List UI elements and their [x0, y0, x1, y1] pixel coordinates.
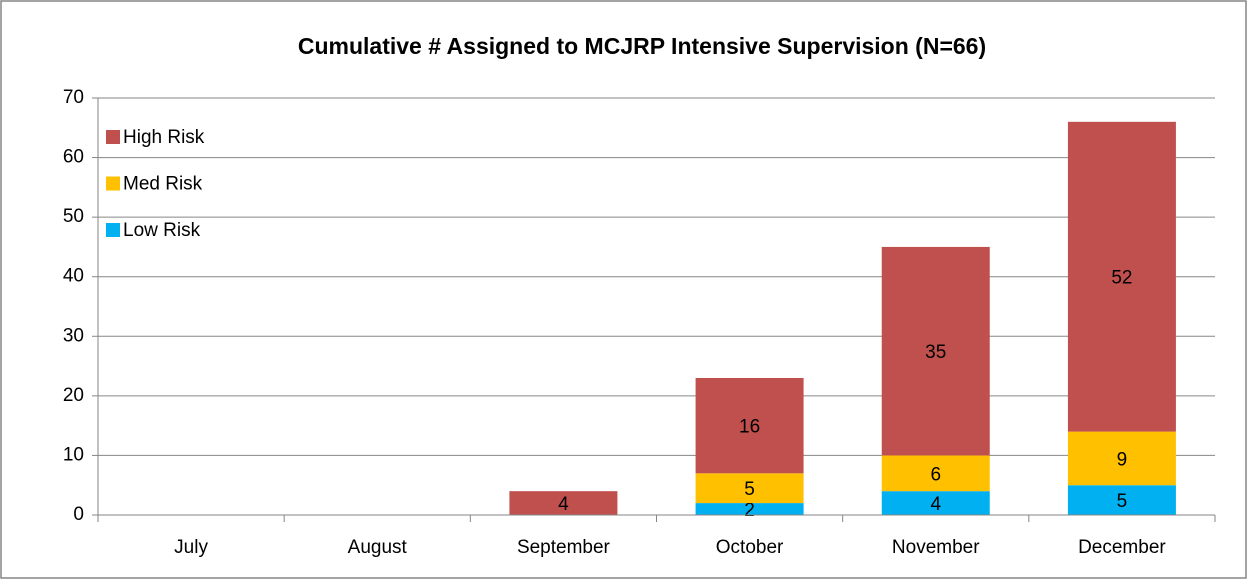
bar-segment — [1067, 121, 1176, 432]
y-tick-label: 10 — [63, 444, 84, 465]
bar-segment — [1067, 485, 1176, 515]
data-label: 2 — [744, 500, 755, 521]
x-tick-label: December — [1078, 537, 1166, 558]
y-tick-label: 20 — [63, 385, 84, 406]
y-tick-label: 40 — [63, 266, 84, 287]
data-label: 16 — [739, 417, 760, 438]
legend-swatch — [106, 176, 120, 191]
data-label: 35 — [925, 342, 946, 363]
y-tick-label: 70 — [63, 87, 84, 108]
legend-swatch — [106, 130, 120, 144]
chart-title: Cumulative # Assigned to MCJRP Intensive… — [298, 33, 986, 59]
bar-segment — [881, 491, 990, 515]
legend-label: High Risk — [123, 127, 205, 148]
bar-segment — [695, 377, 804, 474]
legend-label: Low Risk — [123, 220, 201, 241]
legend-label: Med Risk — [123, 174, 203, 195]
bar-segment — [695, 503, 804, 515]
y-tick-label: 60 — [63, 147, 84, 168]
x-tick-label: July — [174, 537, 208, 558]
bar-segment — [881, 246, 990, 456]
y-tick-label: 50 — [63, 206, 84, 227]
y-tick-label: 0 — [73, 504, 84, 525]
bar-segment — [1067, 431, 1176, 486]
data-label: 9 — [1117, 449, 1128, 470]
x-tick-label: August — [348, 537, 408, 558]
data-label: 6 — [930, 464, 941, 485]
legend-swatch — [106, 223, 120, 237]
x-tick-label: November — [892, 537, 980, 558]
data-label: 5 — [744, 479, 755, 500]
bar-segment — [881, 455, 990, 492]
data-label: 4 — [930, 494, 941, 515]
bar-segment — [695, 473, 804, 504]
y-tick-label: 30 — [63, 325, 84, 346]
data-label: 4 — [558, 494, 569, 515]
x-tick-label: September — [517, 537, 611, 558]
bar-segment — [509, 491, 618, 515]
data-label: 52 — [1111, 268, 1132, 289]
data-label: 5 — [1117, 491, 1128, 512]
x-tick-label: October — [716, 537, 784, 558]
